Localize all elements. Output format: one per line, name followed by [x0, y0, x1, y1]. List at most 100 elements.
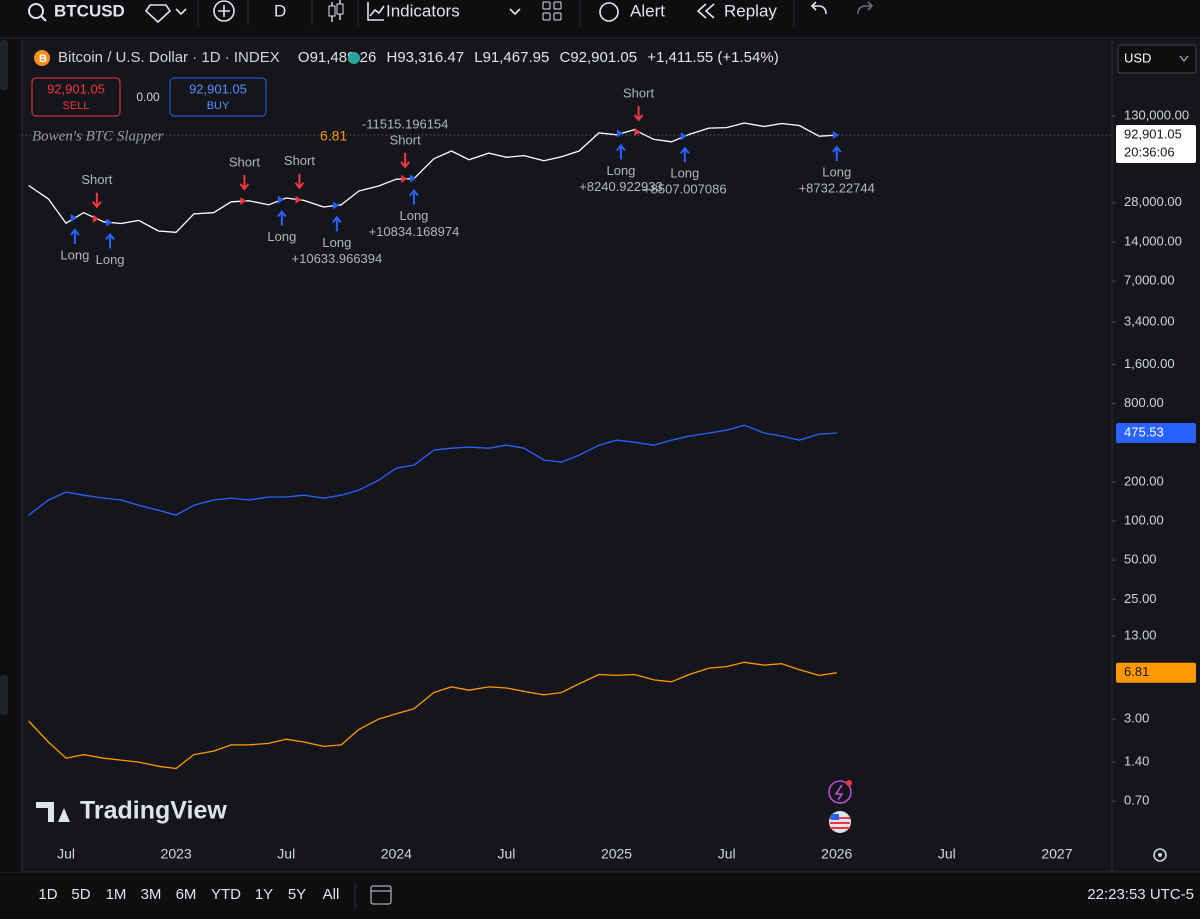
left-tool[interactable]: [0, 40, 8, 90]
range-button[interactable]: 1Y: [255, 886, 273, 903]
series-line: [28, 661, 837, 770]
layouts-icon[interactable]: [542, 1, 562, 21]
add-symbol-button[interactable]: [213, 0, 235, 22]
y-tick-label: 200.00: [1124, 473, 1164, 488]
signal-marker: [92, 214, 99, 223]
indicator-name: Bowen's BTC Slapper: [32, 128, 164, 144]
buy-button[interactable]: 92,901.05 BUY: [169, 77, 267, 117]
signal-arrow: [239, 175, 250, 191]
x-tick-label: Jul: [57, 846, 75, 862]
tradingview-logo: [36, 802, 70, 822]
price-tag-label: 475.53: [1124, 424, 1164, 439]
search-icon-handle: [40, 15, 47, 22]
range-bar: 1D 5D 1M 3M 6M YTD 1Y 5Y All: [38, 886, 339, 903]
alert-icon: [599, 2, 619, 22]
y-tick-label: 800.00: [1124, 395, 1164, 410]
signal-marker: [240, 197, 247, 206]
bitcoin-icon: [34, 50, 50, 66]
currency: USD: [1124, 50, 1151, 65]
sell-button[interactable]: 92,901.05 SELL: [31, 77, 121, 117]
range-button[interactable]: 1M: [106, 886, 127, 903]
signal-amount: +10633.966394: [292, 251, 383, 266]
undo-button[interactable]: [810, 1, 827, 15]
y-tick-label: 25.00: [1124, 591, 1157, 606]
x-tick-label: 2023: [161, 846, 192, 862]
date-range-button[interactable]: [370, 885, 392, 905]
signal-marker: [106, 218, 113, 227]
price-tag: [1116, 422, 1196, 443]
sell-label: SELL: [63, 100, 90, 112]
symbol[interactable]: BTCUSD: [54, 1, 125, 20]
ideas-icon[interactable]: [828, 780, 852, 804]
signal-marker: [409, 174, 416, 183]
alert-button[interactable]: Alert: [630, 1, 665, 20]
square: [542, 12, 551, 21]
gear-center: [1158, 853, 1162, 857]
price-tag: [1116, 662, 1196, 683]
signal-label: Short: [229, 154, 260, 169]
signal-label: Short: [81, 172, 112, 187]
signal-marker: [295, 195, 302, 204]
y-tick-label: 3.00: [1124, 710, 1149, 725]
signal-label: Long: [822, 164, 851, 179]
signal-marker: [832, 131, 839, 140]
left-toolbar: [0, 40, 20, 872]
signal-arrow: [680, 146, 690, 163]
market-status: [348, 52, 360, 64]
price-tag-label: 6.81: [1124, 664, 1149, 679]
range-button[interactable]: All: [323, 886, 340, 903]
flag-canton: [831, 814, 839, 820]
x-tick-label: Jul: [277, 846, 295, 862]
y-tick-label: 13.00: [1124, 628, 1157, 643]
signal-amount: +8240.922933: [579, 179, 663, 194]
y-tick-label: 130,000.00: [1124, 108, 1189, 123]
currency-box[interactable]: [1117, 44, 1197, 74]
candle-body: [336, 3, 344, 15]
spread: 0.00: [136, 90, 160, 104]
search-icon[interactable]: [28, 3, 44, 19]
chevron: [1179, 55, 1189, 62]
y-tick-label: 1,600.00: [1124, 356, 1175, 371]
signal-marker: [277, 195, 284, 204]
signal-label: Long: [606, 163, 635, 178]
range-button[interactable]: 6M: [176, 886, 197, 903]
series-line: [28, 424, 837, 516]
range-button[interactable]: YTD: [211, 886, 241, 903]
signal-arrow: [409, 188, 419, 205]
diamond-icon[interactable]: [144, 4, 172, 24]
signal-arrow: [70, 228, 80, 244]
range-button[interactable]: 5Y: [288, 886, 306, 903]
signal-marker: [401, 174, 408, 183]
legend-value: 92,901.05: [570, 49, 637, 66]
signal-arrow: [616, 143, 626, 160]
signal-label: Long: [267, 229, 296, 244]
y-tick-label: 7,000.00: [1124, 273, 1175, 288]
replay-button[interactable]: Replay: [724, 1, 777, 20]
lightning: [834, 784, 844, 801]
settings-button[interactable]: [1153, 848, 1167, 862]
range-button[interactable]: 3M: [141, 886, 162, 903]
legend-value: 91,489.26: [310, 49, 377, 66]
x-tick-label: 2025: [601, 846, 632, 862]
y-tick-label: 14,000.00: [1124, 233, 1182, 248]
signal-label: Long: [96, 252, 125, 267]
range-button[interactable]: 5D: [71, 886, 90, 903]
replay-icon: [696, 3, 715, 19]
signal-arrow: [831, 145, 842, 162]
interval[interactable]: D: [274, 1, 286, 20]
range-button[interactable]: 1D: [38, 886, 57, 903]
indicators-button[interactable]: Indicators: [386, 1, 460, 20]
chevron: [509, 8, 521, 16]
signal-label: Long: [60, 247, 89, 262]
square: [553, 1, 562, 10]
legend-value: 93,316.47: [397, 49, 464, 66]
redo-button[interactable]: [857, 1, 874, 15]
plus: [218, 5, 230, 17]
legend-label: L: [474, 49, 482, 66]
signal-marker: [634, 127, 641, 136]
left-tool[interactable]: [0, 675, 8, 715]
countdown: 20:36:06: [1124, 144, 1175, 159]
watermark: TradingView: [80, 797, 227, 825]
y-tick-label: 100.00: [1124, 512, 1164, 527]
